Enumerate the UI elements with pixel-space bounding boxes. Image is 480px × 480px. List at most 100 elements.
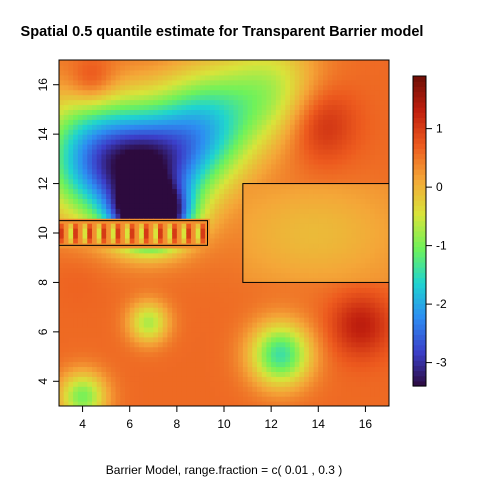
heatmap-cell <box>134 208 140 214</box>
heatmap-cell <box>238 198 244 204</box>
heatmap-cell <box>384 297 389 303</box>
heatmap-cell <box>275 64 282 71</box>
heatmap-cell <box>129 371 136 377</box>
heatmap-cell <box>323 124 329 130</box>
heatmap-cell <box>82 153 88 160</box>
heatmap-cell <box>181 401 187 406</box>
heatmap-cell <box>308 89 315 96</box>
heatmap-cell <box>214 307 220 313</box>
heatmap-cell <box>356 341 362 348</box>
heatmap-cell <box>115 153 121 160</box>
heatmap-cell <box>257 386 263 392</box>
heatmap-cell <box>59 60 65 66</box>
heatmap-cell <box>247 183 253 190</box>
heatmap-cell <box>167 64 173 71</box>
heatmap-cell <box>195 223 202 229</box>
heatmap-cell <box>280 282 286 288</box>
heatmap-cell <box>77 361 84 368</box>
heatmap-cell <box>167 326 173 333</box>
heatmap-cell <box>82 183 88 190</box>
heatmap-cell <box>370 218 376 224</box>
heatmap-cell <box>120 148 126 155</box>
heatmap-cell <box>323 336 329 343</box>
heatmap-cell <box>341 341 348 348</box>
heatmap-cell <box>167 99 173 106</box>
heatmap-cell <box>266 386 272 392</box>
heatmap-cell <box>148 252 154 259</box>
heatmap-cell <box>299 252 305 259</box>
heatmap-cell <box>92 114 98 120</box>
heatmap-cell <box>360 198 367 204</box>
heatmap-cell <box>261 262 268 269</box>
colorbar-segment <box>413 184 426 191</box>
heatmap-cell <box>209 139 216 145</box>
heatmap-cell <box>186 188 192 195</box>
x-tick-label: 14 <box>312 417 326 431</box>
heatmap-cell <box>356 396 362 402</box>
heatmap-cell <box>318 223 324 229</box>
heatmap-cell <box>360 242 367 249</box>
x-tick-label: 10 <box>217 417 231 431</box>
heatmap-cell <box>153 341 159 348</box>
heatmap-cell <box>360 272 367 279</box>
heatmap-cell <box>77 148 84 155</box>
heatmap-cell <box>139 341 145 348</box>
heatmap-cell <box>176 178 183 185</box>
heatmap-cell <box>205 198 211 204</box>
heatmap-cell <box>167 79 173 86</box>
heatmap-cell <box>370 109 376 115</box>
heatmap-cell <box>186 134 192 140</box>
heatmap-cell <box>360 79 367 86</box>
heatmap-cell <box>181 252 187 259</box>
heatmap-cell <box>139 257 145 264</box>
heatmap-cell <box>82 168 88 175</box>
heatmap-cell <box>195 267 202 274</box>
heatmap-cell <box>73 173 79 180</box>
heatmap-cell <box>106 307 112 313</box>
heatmap-cell <box>224 158 230 165</box>
heatmap-cell <box>92 292 98 298</box>
heatmap-cell <box>172 134 178 140</box>
heatmap-cell <box>332 183 338 190</box>
heatmap-cell <box>153 401 159 406</box>
heatmap-cell <box>106 223 112 229</box>
heatmap-cell <box>186 287 192 293</box>
heatmap-cell <box>191 351 197 358</box>
heatmap-cell <box>153 376 159 382</box>
heatmap-cell <box>374 79 381 86</box>
heatmap-cell <box>318 153 324 160</box>
heatmap-cell <box>120 233 126 239</box>
heatmap-cell <box>191 99 197 106</box>
heatmap-cell <box>332 257 338 264</box>
heatmap-cell <box>313 94 319 101</box>
heatmap-cell <box>186 252 192 259</box>
heatmap-cell <box>209 193 216 199</box>
heatmap-cell <box>195 356 202 363</box>
heatmap-cell <box>68 69 74 76</box>
heatmap-cell <box>129 69 136 76</box>
heatmap-cell <box>158 356 164 363</box>
heatmap-cell <box>167 282 173 288</box>
heatmap-cell <box>290 89 296 96</box>
heatmap-cell <box>195 198 202 204</box>
heatmap-cell <box>280 79 286 86</box>
heatmap-cell <box>304 326 310 333</box>
heatmap-cell <box>224 94 230 101</box>
heatmap-cell <box>153 228 159 234</box>
heatmap-cell <box>167 376 173 382</box>
heatmap-cell <box>341 307 348 313</box>
heatmap-cell <box>360 109 367 115</box>
heatmap-cell <box>346 153 352 160</box>
heatmap-cell <box>370 277 376 284</box>
heatmap-cell <box>224 381 230 387</box>
heatmap-cell <box>162 391 169 397</box>
heatmap-cell <box>280 331 286 338</box>
heatmap-cell <box>327 218 334 224</box>
heatmap-cell <box>233 336 239 343</box>
heatmap-cell <box>195 134 202 140</box>
heatmap-cell <box>323 366 329 372</box>
heatmap-cell <box>261 99 268 106</box>
heatmap-cell <box>148 376 154 382</box>
heatmap-cell <box>125 188 131 195</box>
heatmap-cell <box>285 262 291 269</box>
